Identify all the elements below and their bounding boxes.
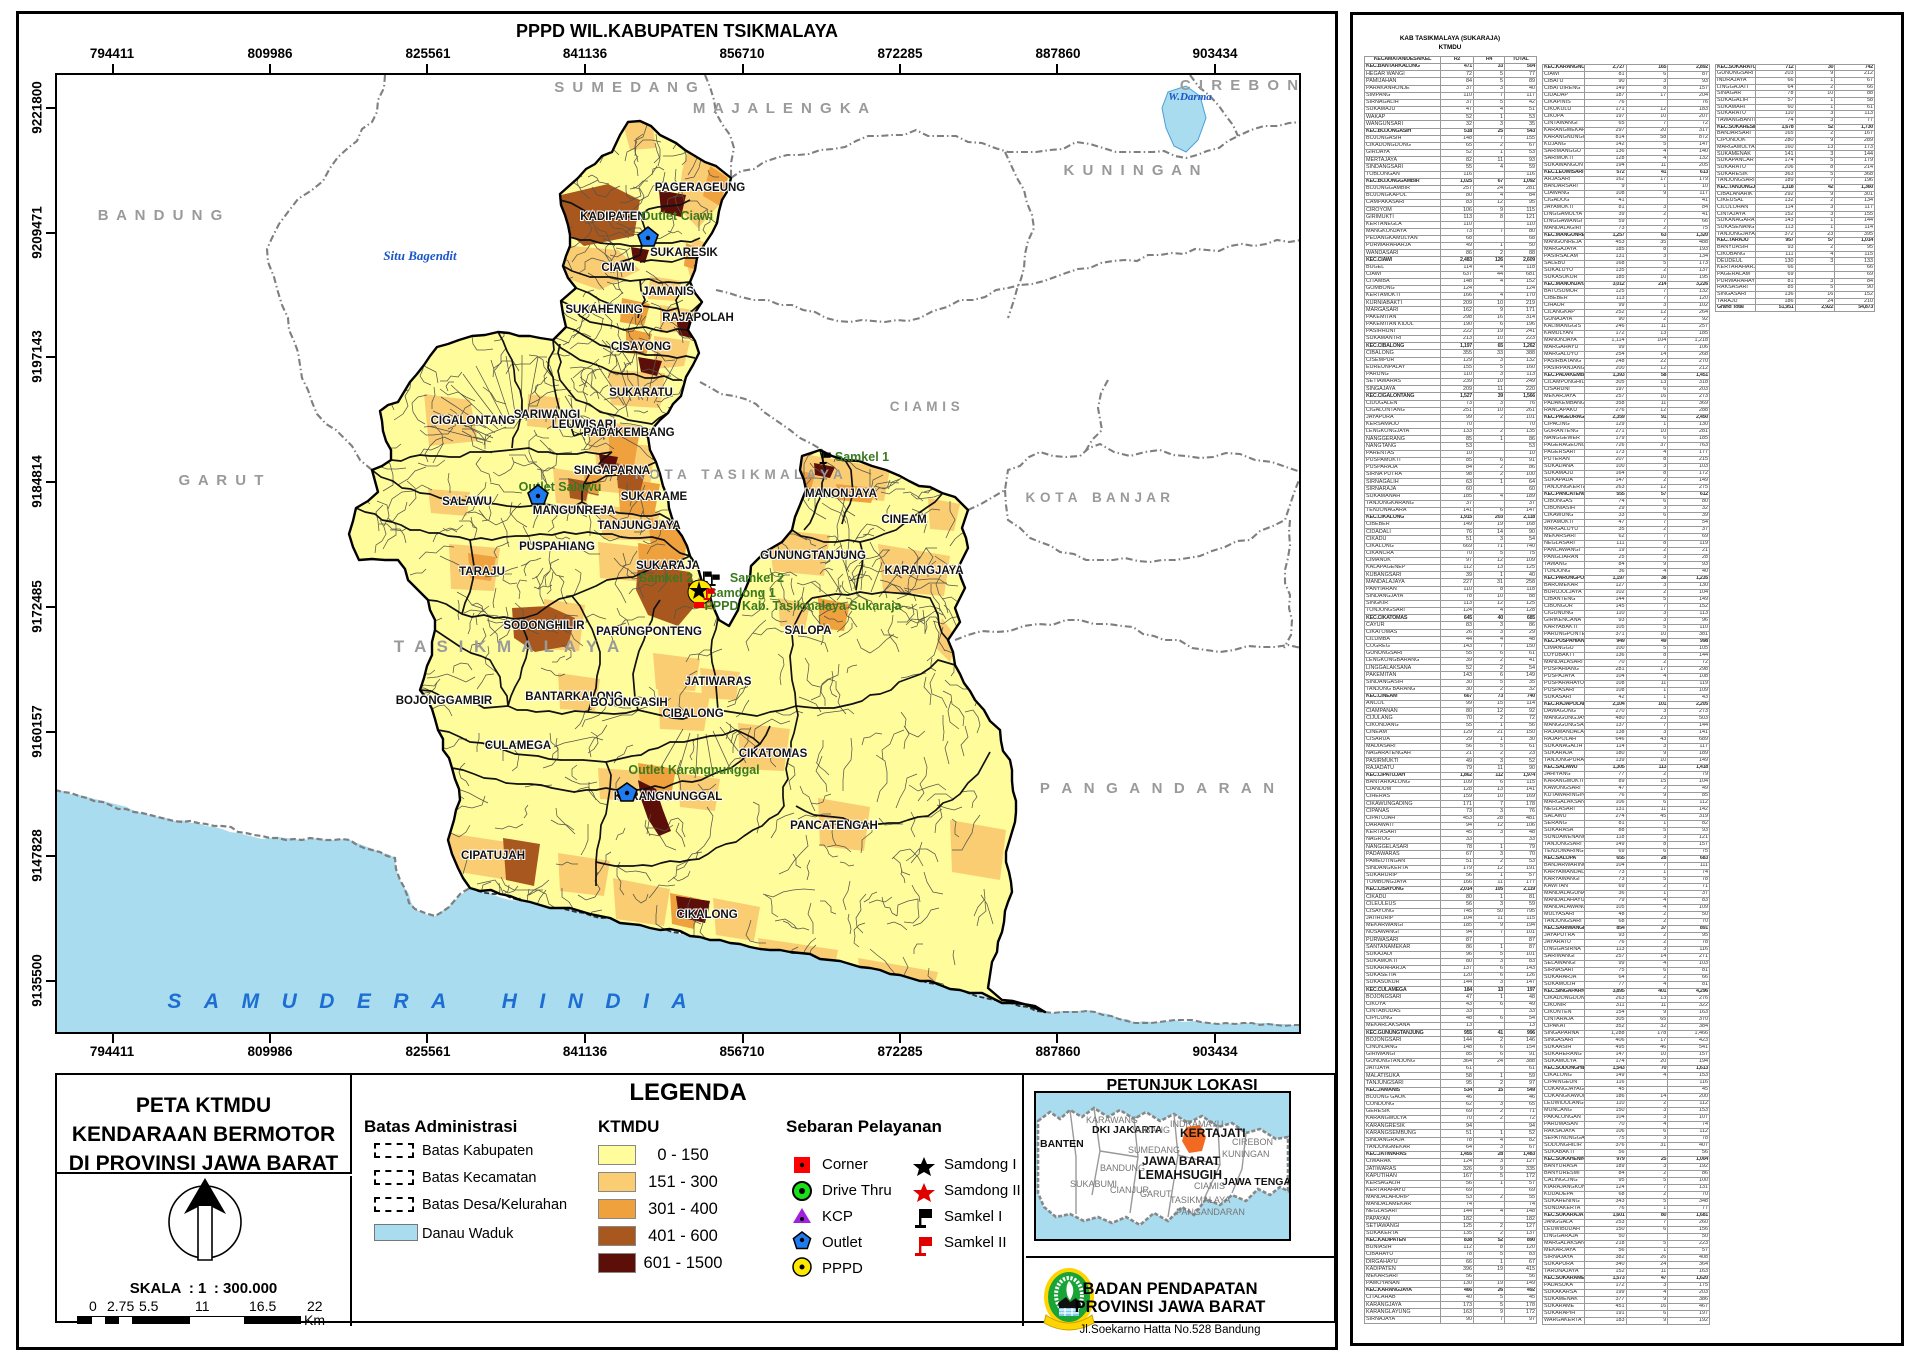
svg-text:PPPD Kab. Tasikmalaya Sukaraja: PPPD Kab. Tasikmalaya Sukaraja — [704, 599, 902, 613]
svg-text:CIAWI: CIAWI — [601, 262, 634, 274]
svg-text:CISAYONG: CISAYONG — [611, 341, 671, 353]
svg-text:Samkel 2: Samkel 2 — [639, 571, 693, 585]
svg-text:KUNINGAN: KUNINGAN — [1222, 1149, 1270, 1159]
svg-text:TANJUNGJAYA: TANJUNGJAYA — [597, 520, 680, 532]
svg-text:SARIWANGI: SARIWANGI — [514, 409, 580, 421]
svg-text:T A S I K M A L A Y A: T A S I K M A L A Y A — [394, 637, 623, 656]
svg-text:PANCATENGAH: PANCATENGAH — [790, 820, 878, 832]
svg-text:PUSPAHIANG: PUSPAHIANG — [519, 541, 595, 553]
svg-text:SUKAHENING: SUKAHENING — [565, 304, 642, 316]
svg-text:RAJAPOLAH: RAJAPOLAH — [662, 312, 734, 324]
svg-text:SINGAPARNA: SINGAPARNA — [574, 465, 650, 477]
svg-text:CIPATUJAH: CIPATUJAH — [461, 850, 525, 862]
svg-text:TARAJU: TARAJU — [459, 566, 505, 578]
svg-text:Samkel 2: Samkel 2 — [730, 571, 784, 585]
svg-text:KADIPATEN: KADIPATEN — [580, 211, 645, 223]
svg-text:JAMANIS: JAMANIS — [642, 286, 694, 298]
svg-text:C I R E B O N: C I R E B O N — [1180, 77, 1300, 94]
svg-text:SALOPA: SALOPA — [784, 625, 831, 637]
svg-text:B A N D U N G: B A N D U N G — [98, 207, 225, 224]
svg-text:M A J A L E N G K A: M A J A L E N G K A — [693, 100, 871, 117]
svg-text:P A N G A N D A R A N: P A N G A N D A R A N — [1040, 780, 1276, 797]
svg-text:BOJONGGAMBIR: BOJONGGAMBIR — [396, 695, 493, 707]
svg-text:BOJONGASIH: BOJONGASIH — [590, 697, 667, 709]
svg-text:SUKARAJA: SUKARAJA — [636, 560, 700, 572]
svg-text:K O T A B A N J A R: K O T A B A N J A R — [1025, 490, 1170, 505]
svg-text:INDRAMAYU: INDRAMAYU — [1170, 1119, 1223, 1129]
svg-text:CIAMIS: CIAMIS — [1194, 1181, 1225, 1191]
svg-text:TASIKMALAYA: TASIKMALAYA — [1170, 1195, 1231, 1205]
svg-text:BANTEN: BANTEN — [1040, 1138, 1084, 1150]
svg-text:SUMEDANG: SUMEDANG — [1128, 1145, 1180, 1155]
svg-text:LEMAHSUGIH: LEMAHSUGIH — [1138, 1168, 1222, 1182]
svg-text:CIREBON: CIREBON — [1232, 1137, 1273, 1147]
svg-text:K U N I N G A N: K U N I N G A N — [1064, 162, 1203, 179]
svg-text:K O T A T A S I K M A L A Y A: K O T A T A S I K M A L A Y A — [635, 467, 844, 482]
svg-text:KARAWANG: KARAWANG — [1086, 1115, 1138, 1125]
svg-text:PANGANDARAN: PANGANDARAN — [1176, 1207, 1245, 1217]
svg-text:SUKABUMI: SUKABUMI — [1070, 1179, 1117, 1189]
svg-text:SUKARESIK: SUKARESIK — [650, 247, 718, 259]
svg-text:LEUWISARI: LEUWISARI — [552, 419, 617, 431]
svg-text:S U M E D A N G: S U M E D A N G — [554, 79, 700, 96]
svg-text:CIANJUR: CIANJUR — [1110, 1185, 1150, 1195]
svg-text:G A R U T: G A R U T — [179, 472, 266, 489]
svg-text:Outlet Ciawi: Outlet Ciawi — [641, 209, 713, 223]
svg-text:CULAMEGA: CULAMEGA — [485, 740, 551, 752]
svg-text:GUNUNGTANJUNG: GUNUNGTANJUNG — [760, 550, 866, 562]
svg-text:SALAWU: SALAWU — [442, 496, 492, 508]
svg-text:W.Darma: W.Darma — [1168, 91, 1212, 103]
svg-text:Situ Bagendit: Situ Bagendit — [383, 248, 457, 263]
svg-text:PADAKEMBANG: PADAKEMBANG — [583, 427, 674, 439]
svg-text:CIBALONG: CIBALONG — [662, 708, 723, 720]
svg-text:Samdong 1: Samdong 1 — [708, 586, 775, 600]
svg-text:KARANGJAYA: KARANGJAYA — [884, 565, 963, 577]
svg-text:KERTAJATI: KERTAJATI — [1180, 1126, 1246, 1140]
svg-text:SUKARATU: SUKARATU — [609, 387, 673, 399]
svg-text:MANONJAYA: MANONJAYA — [805, 488, 877, 500]
svg-text:Outlet Karangnunggal: Outlet Karangnunggal — [628, 763, 759, 777]
svg-text:KARANGNUNGGAL: KARANGNUNGGAL — [614, 791, 723, 803]
svg-text:GARUT: GARUT — [1140, 1189, 1172, 1199]
svg-text:PARUNGPONTENG: PARUNGPONTENG — [596, 626, 702, 638]
svg-text:BANDUNG: BANDUNG — [1100, 1163, 1145, 1173]
svg-text:JATIWARAS: JATIWARAS — [685, 676, 752, 688]
svg-text:CIKALONG: CIKALONG — [676, 909, 737, 921]
svg-text:C I A M I S: C I A M I S — [890, 399, 961, 414]
svg-text:BANTARKALONG: BANTARKALONG — [525, 691, 623, 703]
svg-text:CINEAM: CINEAM — [881, 514, 926, 526]
svg-text:SUBANG: SUBANG — [1132, 1125, 1170, 1135]
svg-text:S A M U D E R A H I N D I A: S A M U D E R A H I N D I A — [167, 990, 692, 1013]
svg-text:JAWA TENGAH: JAWA TENGAH — [1222, 1176, 1289, 1188]
svg-text:SODONGHILIR: SODONGHILIR — [503, 620, 585, 632]
svg-text:SUKARAME: SUKARAME — [621, 491, 688, 503]
svg-text:CIGALONTANG: CIGALONTANG — [431, 415, 516, 427]
svg-text:PAGERAGEUNG: PAGERAGEUNG — [655, 182, 746, 194]
svg-text:CIKATOMAS: CIKATOMAS — [739, 748, 808, 760]
svg-text:Samkel 1: Samkel 1 — [835, 450, 889, 464]
svg-text:MANGUNREJA: MANGUNREJA — [533, 505, 615, 517]
svg-text:DKI JAKARTA: DKI JAKARTA — [1092, 1124, 1163, 1136]
svg-text:JAWA BARAT: JAWA BARAT — [1142, 1154, 1221, 1168]
